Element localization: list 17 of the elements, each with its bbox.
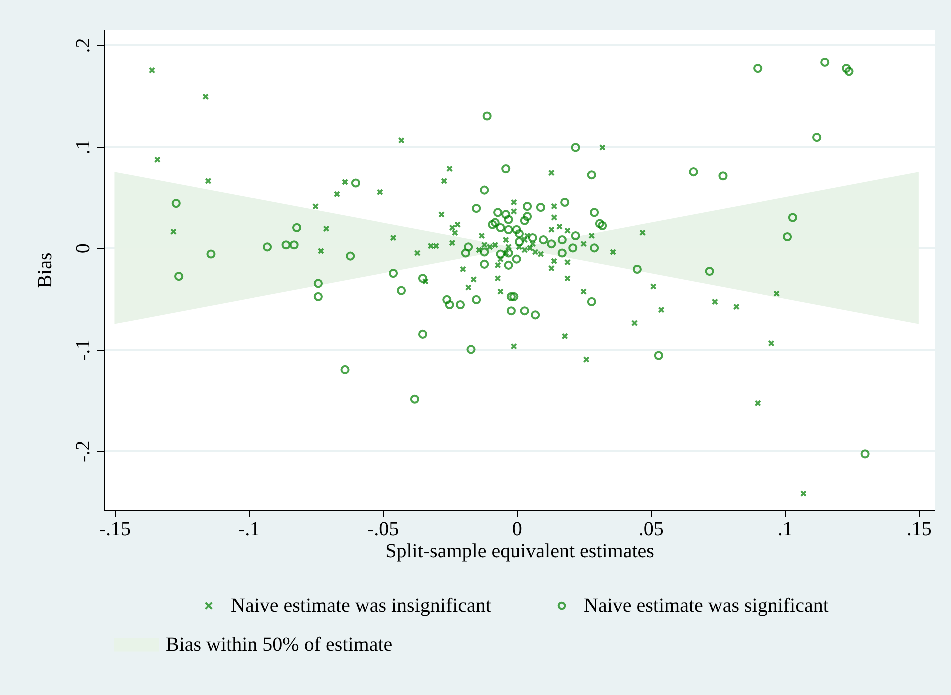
x-axis-title: Split-sample equivalent estimates — [386, 540, 655, 562]
y-tick-label: .1 — [72, 140, 94, 155]
y-tick-label: .2 — [72, 38, 94, 54]
x-tick-label: .1 — [778, 518, 793, 540]
x-tick-label: -.1 — [238, 518, 260, 540]
legend-label: Bias within 50% of estimate — [166, 634, 393, 656]
legend-label: Naive estimate was significant — [584, 595, 830, 617]
x-tick-label: .05 — [638, 518, 664, 540]
y-tick-label: 0 — [72, 244, 94, 254]
x-tick-label: 0 — [512, 518, 522, 540]
x-tick-label: -.05 — [367, 518, 400, 540]
legend-label: Naive estimate was insignificant — [231, 595, 492, 617]
y-tick-label: -.2 — [72, 440, 94, 462]
x-tick-label: -.15 — [99, 518, 132, 540]
y-axis-title: Bias — [34, 252, 56, 288]
x-tick-label: .15 — [906, 518, 932, 540]
y-tick-label: -.1 — [72, 339, 94, 361]
